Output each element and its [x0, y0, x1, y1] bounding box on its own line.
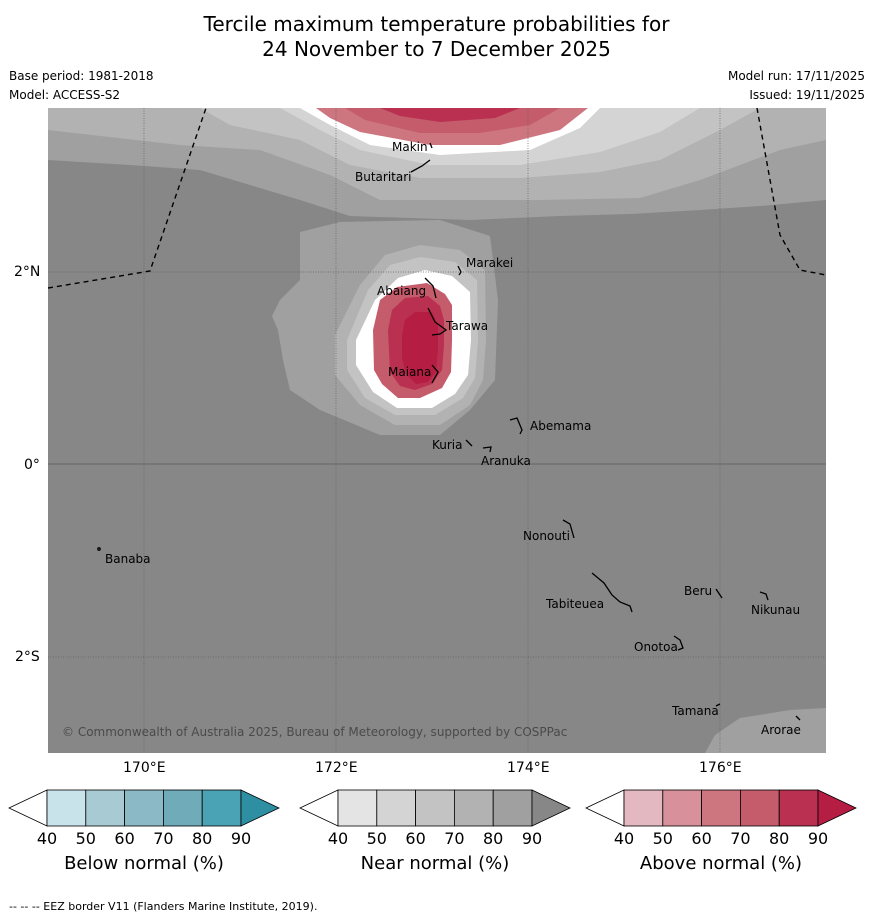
place-label-abemama: Abemama: [530, 419, 592, 433]
lat-tick-2s: 2°S: [15, 649, 40, 665]
colorbar-2-tick-5: 90: [807, 829, 829, 848]
colorbars: [8, 789, 857, 827]
colorbar-0-tick-1: 50: [75, 829, 96, 848]
lat-tick-2n: 2°N: [14, 264, 41, 280]
lon-tick-172: 172°E: [315, 760, 358, 776]
colorbar-1-low-extend: [299, 789, 339, 827]
place-label-aranuka: Aranuka: [481, 454, 531, 468]
colorbar-0-tick-3: 70: [153, 829, 174, 848]
colorbar-2-tick-3: 70: [730, 829, 751, 848]
colorbar-1-tick-3: 70: [444, 829, 465, 848]
colorbar-2-tick-0: 40: [613, 829, 635, 848]
colorbar-2-tick-1: 50: [652, 829, 673, 848]
colorbar-0-label: Below normal (%): [64, 853, 224, 874]
colorbar-0-segment-2: [124, 789, 164, 827]
copyright-notice: © Commonwealth of Australia 2025, Bureau…: [62, 725, 568, 739]
place-label-banaba: Banaba: [105, 552, 151, 566]
colorbar-1-segment-2: [415, 789, 455, 827]
lon-tick-170: 170°E: [123, 760, 166, 776]
place-label-beru: Beru: [684, 584, 713, 598]
colorbar-0-tick-5: 90: [230, 829, 252, 848]
colorbar-0-high-extend: [240, 789, 280, 827]
colorbar-0-segment-4: [201, 789, 242, 827]
place-label-tarawa: Tarawa: [446, 319, 489, 333]
place-label-butaritari: Butaritari: [355, 170, 412, 184]
colorbar-1-segment-1: [376, 789, 416, 827]
place-label-arorae: Arorae: [761, 723, 801, 737]
colorbar-2-high-extend: [817, 789, 857, 827]
title-line-2: 24 November to 7 December 2025: [262, 37, 611, 61]
place-label-onotoa: Onotoa: [634, 640, 678, 654]
colorbar-1-tick-0: 40: [327, 829, 349, 848]
colorbar-2-low-extend: [585, 789, 625, 827]
place-label-tamana: Tamana: [672, 704, 719, 718]
colorbar-2-tick-2: 60: [691, 829, 712, 848]
place-label-kuria: Kuria: [432, 438, 463, 452]
place-label-tabiteuea: Tabiteuea: [546, 597, 605, 611]
colorbar-2-segment-3: [740, 789, 780, 827]
lon-tick-174: 174°E: [507, 760, 550, 776]
model-run: Model run: 17/11/2025: [727, 69, 865, 83]
colorbar-2-segment-4: [778, 789, 819, 827]
colorbar-1-high-extend: [531, 789, 571, 827]
colorbar-0-low-extend: [8, 789, 48, 827]
place-label-nonouti: Nonouti: [523, 529, 570, 543]
place-label-marakei: Marakei: [466, 256, 514, 270]
colorbar-0-segment-1: [85, 789, 126, 827]
place-label-nikunau: Nikunau: [751, 603, 801, 617]
issued-date: Issued: 19/11/2025: [749, 88, 865, 102]
place-label-makin: Makin: [392, 140, 428, 154]
colorbar-2-tick-4: 80: [769, 829, 790, 848]
colorbar-1-segment-0: [337, 789, 378, 827]
colorbar-1-tick-2: 60: [405, 829, 426, 848]
colorbar-0-tick-2: 60: [114, 829, 135, 848]
title-line-1: Tercile maximum temperature probabilitie…: [203, 12, 670, 36]
colorbar-1-tick-1: 50: [366, 829, 387, 848]
colorbar-1-label: Near normal (%): [360, 853, 510, 874]
colorbar-0-tick-4: 80: [192, 829, 213, 848]
colorbar-1-segment-3: [453, 789, 494, 827]
base-period: Base period: 1981-2018: [9, 69, 154, 83]
colorbar-0-segment-0: [46, 789, 87, 827]
colorbar-1-tick-5: 90: [521, 829, 543, 848]
colorbar-2-segment-2: [701, 789, 741, 827]
colorbar-2-label: Above normal (%): [639, 853, 803, 874]
place-label-abaiang: Abaiang: [377, 284, 427, 298]
colorbar-2-segment-1: [662, 789, 702, 827]
lon-tick-176: 176°E: [699, 760, 742, 776]
colorbar-0-tick-0: 40: [36, 829, 58, 848]
colorbar-2-segment-0: [623, 789, 664, 827]
model-name: Model: ACCESS-S2: [9, 88, 121, 102]
colorbar-1-tick-4: 80: [483, 829, 504, 848]
place-label-maiana: Maiana: [388, 365, 432, 379]
colorbar-1-segment-4: [492, 789, 533, 827]
colorbar-0-segment-3: [162, 789, 203, 827]
lat-tick-0: 0°: [24, 457, 40, 473]
footer-note: -- -- -- EEZ border V11 (Flanders Marine…: [9, 900, 318, 913]
